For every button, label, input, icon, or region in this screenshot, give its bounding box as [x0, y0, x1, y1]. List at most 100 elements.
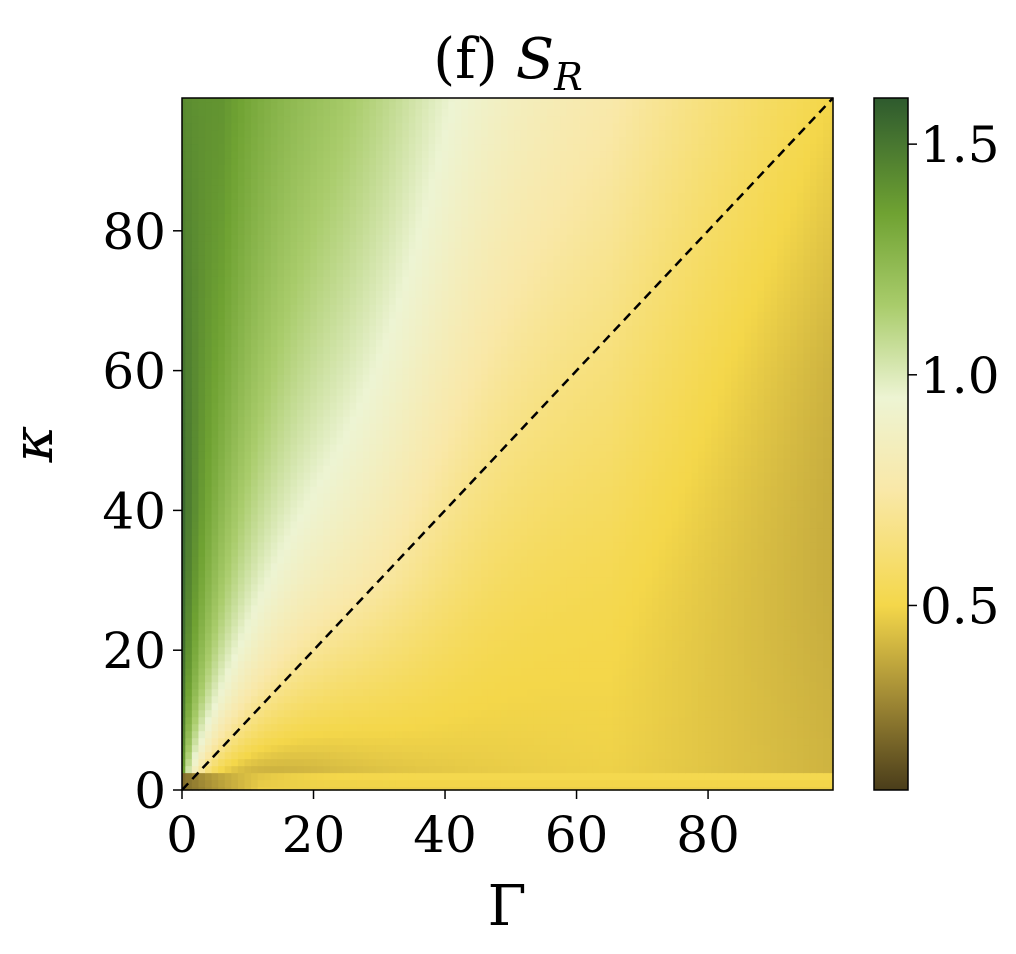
heatmap-cell [251, 723, 259, 732]
heatmap-cell [382, 779, 390, 788]
heatmap-cell [737, 744, 745, 753]
heatmap-cell [586, 674, 594, 683]
heatmap-cell [796, 548, 805, 557]
heatmap-cell [790, 702, 798, 711]
heatmap-cell [402, 618, 410, 627]
heatmap-cell [592, 716, 601, 725]
heatmap-cell [454, 667, 463, 676]
heatmap-cell [468, 688, 476, 697]
heatmap-cell [224, 765, 232, 774]
heatmap-cell [809, 667, 818, 676]
heatmap-cell [375, 444, 384, 452]
heatmap-cell [790, 555, 798, 564]
heatmap-cell [481, 639, 489, 648]
heatmap-cell [652, 737, 660, 746]
heatmap-cell [422, 506, 430, 515]
heatmap-cell [507, 576, 515, 585]
heatmap-cell [553, 485, 561, 494]
heatmap-cell [323, 499, 331, 508]
heatmap-cell [744, 786, 752, 791]
heatmap-cell [468, 646, 476, 655]
heatmap-cell [770, 730, 778, 739]
heatmap-cell [297, 632, 305, 641]
heatmap-cell [329, 667, 338, 676]
heatmap-cell [711, 688, 719, 697]
heatmap-cell [763, 772, 772, 781]
heatmap-cell [665, 457, 673, 466]
heatmap-cell [744, 499, 752, 508]
heatmap-cell [474, 632, 482, 641]
heatmap-cell [297, 667, 305, 676]
heatmap-cell [277, 611, 285, 620]
heatmap-cell [402, 499, 410, 508]
heatmap-cell [389, 639, 397, 648]
heatmap-cell [573, 444, 581, 452]
heatmap-cell [546, 597, 555, 606]
heatmap-cell [408, 653, 417, 662]
heatmap-cell [389, 674, 397, 683]
heatmap-cell [658, 506, 666, 515]
heatmap-cell [671, 569, 680, 578]
heatmap-cell [639, 744, 647, 753]
heatmap-cell [389, 541, 397, 550]
heatmap-cell [809, 639, 818, 648]
heatmap-cell [415, 688, 423, 697]
heatmap-cell [763, 506, 772, 515]
heatmap-cell [205, 723, 213, 732]
heatmap-cell [500, 625, 509, 634]
heatmap-cell [382, 639, 390, 648]
heatmap-cell [757, 611, 765, 620]
heatmap-cell [619, 499, 627, 508]
heatmap-cell [546, 541, 555, 550]
heatmap-cell [606, 667, 614, 676]
heatmap-cell [336, 639, 344, 648]
heatmap-cell [415, 681, 423, 690]
heatmap-cell [198, 444, 206, 452]
heatmap-cell [540, 688, 548, 697]
heatmap-cell [264, 667, 272, 676]
heatmap-cell [665, 695, 673, 704]
heatmap-cell [803, 653, 811, 662]
heatmap-cell [500, 541, 509, 550]
heatmap-cell [375, 555, 384, 564]
heatmap-cell [678, 730, 686, 739]
heatmap-cell [816, 674, 824, 683]
heatmap-cell [448, 667, 456, 676]
heatmap-cell [685, 779, 693, 788]
heatmap-cell [586, 576, 594, 585]
heatmap-cell [468, 444, 476, 452]
heatmap-cell [316, 597, 324, 606]
heatmap-cell [665, 779, 673, 788]
heatmap-cell [244, 450, 252, 459]
heatmap-cell [507, 653, 515, 662]
heatmap-cell [685, 513, 693, 522]
heatmap-cell [560, 548, 568, 557]
heatmap-cell [428, 653, 436, 662]
heatmap-cell [750, 485, 758, 494]
heatmap-cell [303, 569, 311, 578]
heatmap-cell [678, 744, 686, 753]
heatmap-cell [803, 527, 811, 536]
heatmap-cell [750, 688, 758, 697]
heatmap-cell [553, 471, 561, 480]
heatmap-cell [777, 618, 785, 627]
heatmap-cell [343, 513, 351, 522]
heatmap-cell [645, 695, 653, 704]
heatmap-cell [652, 548, 660, 557]
heatmap-cell [494, 548, 502, 557]
heatmap-cell [625, 576, 634, 585]
heatmap-cell [533, 653, 541, 662]
heatmap-cell [369, 541, 377, 550]
heatmap-cell [560, 513, 568, 522]
heatmap-cell [264, 709, 272, 718]
heatmap-cell [362, 520, 371, 529]
heatmap-cell [527, 583, 535, 592]
heatmap-cell [211, 723, 219, 732]
heatmap-cell [303, 772, 311, 781]
heatmap-cell [711, 744, 719, 753]
heatmap-cell [691, 772, 699, 781]
heatmap-cell [711, 471, 719, 480]
heatmap-cell [198, 576, 206, 585]
heatmap-cell [257, 751, 265, 760]
